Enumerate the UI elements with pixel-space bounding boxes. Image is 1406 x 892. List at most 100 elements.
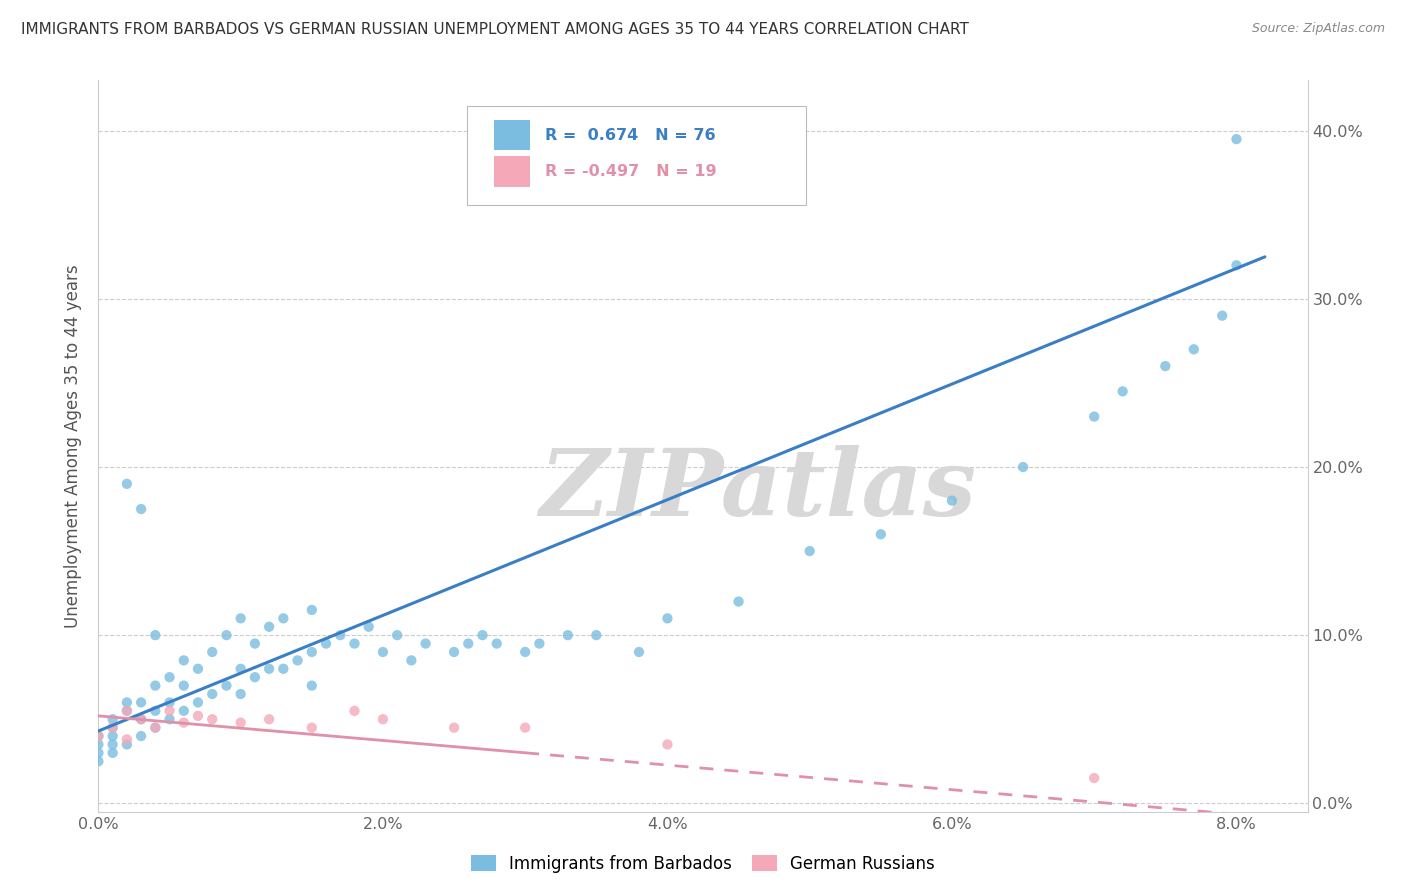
Point <box>243 670 266 684</box>
Point <box>273 662 295 676</box>
Point <box>101 746 124 760</box>
Point <box>229 715 252 730</box>
Point <box>101 738 124 752</box>
Point <box>515 645 537 659</box>
Point <box>229 611 252 625</box>
Point <box>1083 409 1105 424</box>
Point <box>273 611 295 625</box>
Point <box>301 603 323 617</box>
Point <box>143 628 166 642</box>
Point <box>159 670 181 684</box>
Point <box>385 628 408 642</box>
Point <box>215 679 238 693</box>
Point <box>115 476 138 491</box>
Point <box>557 628 579 642</box>
Point <box>87 738 110 752</box>
Point <box>443 721 465 735</box>
Point <box>515 721 537 735</box>
Point <box>187 662 209 676</box>
Point <box>1225 258 1247 272</box>
Point <box>115 704 138 718</box>
Point <box>187 709 209 723</box>
Point <box>657 611 679 625</box>
Point <box>159 695 181 709</box>
Point <box>941 493 963 508</box>
FancyBboxPatch shape <box>467 106 806 204</box>
Point <box>215 628 238 642</box>
Text: ZIPatlas: ZIPatlas <box>538 445 976 535</box>
Point <box>329 628 352 642</box>
Point <box>301 645 323 659</box>
Point <box>101 712 124 726</box>
Point <box>799 544 821 558</box>
FancyBboxPatch shape <box>494 120 530 151</box>
Point <box>87 754 110 768</box>
Point <box>357 620 380 634</box>
Point <box>201 645 224 659</box>
Point <box>101 729 124 743</box>
Point <box>87 729 110 743</box>
Point <box>457 636 479 650</box>
Point <box>87 729 110 743</box>
Point <box>371 645 394 659</box>
Point <box>173 653 195 667</box>
Point <box>129 712 152 726</box>
Y-axis label: Unemployment Among Ages 35 to 44 years: Unemployment Among Ages 35 to 44 years <box>65 264 83 628</box>
Point <box>315 636 337 650</box>
Point <box>257 712 280 726</box>
Point <box>657 738 679 752</box>
Point <box>1154 359 1177 373</box>
Point <box>173 704 195 718</box>
Point <box>243 636 266 650</box>
Point <box>101 721 124 735</box>
Point <box>115 704 138 718</box>
Point <box>129 502 152 516</box>
Point <box>187 695 209 709</box>
Point <box>129 729 152 743</box>
Point <box>129 695 152 709</box>
Point <box>343 636 366 650</box>
Point <box>301 721 323 735</box>
Point <box>201 712 224 726</box>
Point <box>343 704 366 718</box>
Point <box>201 687 224 701</box>
Point <box>229 687 252 701</box>
Point <box>257 620 280 634</box>
Point <box>443 645 465 659</box>
Point <box>1182 343 1205 357</box>
Point <box>173 679 195 693</box>
Point <box>143 721 166 735</box>
Point <box>485 636 508 650</box>
Text: Source: ZipAtlas.com: Source: ZipAtlas.com <box>1251 22 1385 36</box>
Point <box>301 679 323 693</box>
Point <box>1111 384 1133 399</box>
Point <box>101 721 124 735</box>
Point <box>287 653 309 667</box>
Point <box>143 679 166 693</box>
Point <box>585 628 607 642</box>
Point <box>869 527 891 541</box>
Point <box>1012 460 1035 475</box>
Point <box>1225 132 1247 146</box>
Point <box>1211 309 1233 323</box>
Point <box>115 738 138 752</box>
Point <box>159 712 181 726</box>
Point <box>257 662 280 676</box>
Text: IMMIGRANTS FROM BARBADOS VS GERMAN RUSSIAN UNEMPLOYMENT AMONG AGES 35 TO 44 YEAR: IMMIGRANTS FROM BARBADOS VS GERMAN RUSSI… <box>21 22 969 37</box>
Point <box>173 715 195 730</box>
Point <box>143 704 166 718</box>
Point <box>529 636 551 650</box>
Point <box>1083 771 1105 785</box>
Point <box>143 721 166 735</box>
Text: R =  0.674   N = 76: R = 0.674 N = 76 <box>544 128 716 143</box>
Legend: Immigrants from Barbados, German Russians: Immigrants from Barbados, German Russian… <box>464 848 942 880</box>
Point <box>471 628 494 642</box>
Point <box>401 653 423 667</box>
Point <box>727 594 749 608</box>
FancyBboxPatch shape <box>494 156 530 187</box>
Point <box>371 712 394 726</box>
Point <box>87 746 110 760</box>
Point <box>415 636 437 650</box>
Point <box>159 704 181 718</box>
Point <box>627 645 650 659</box>
